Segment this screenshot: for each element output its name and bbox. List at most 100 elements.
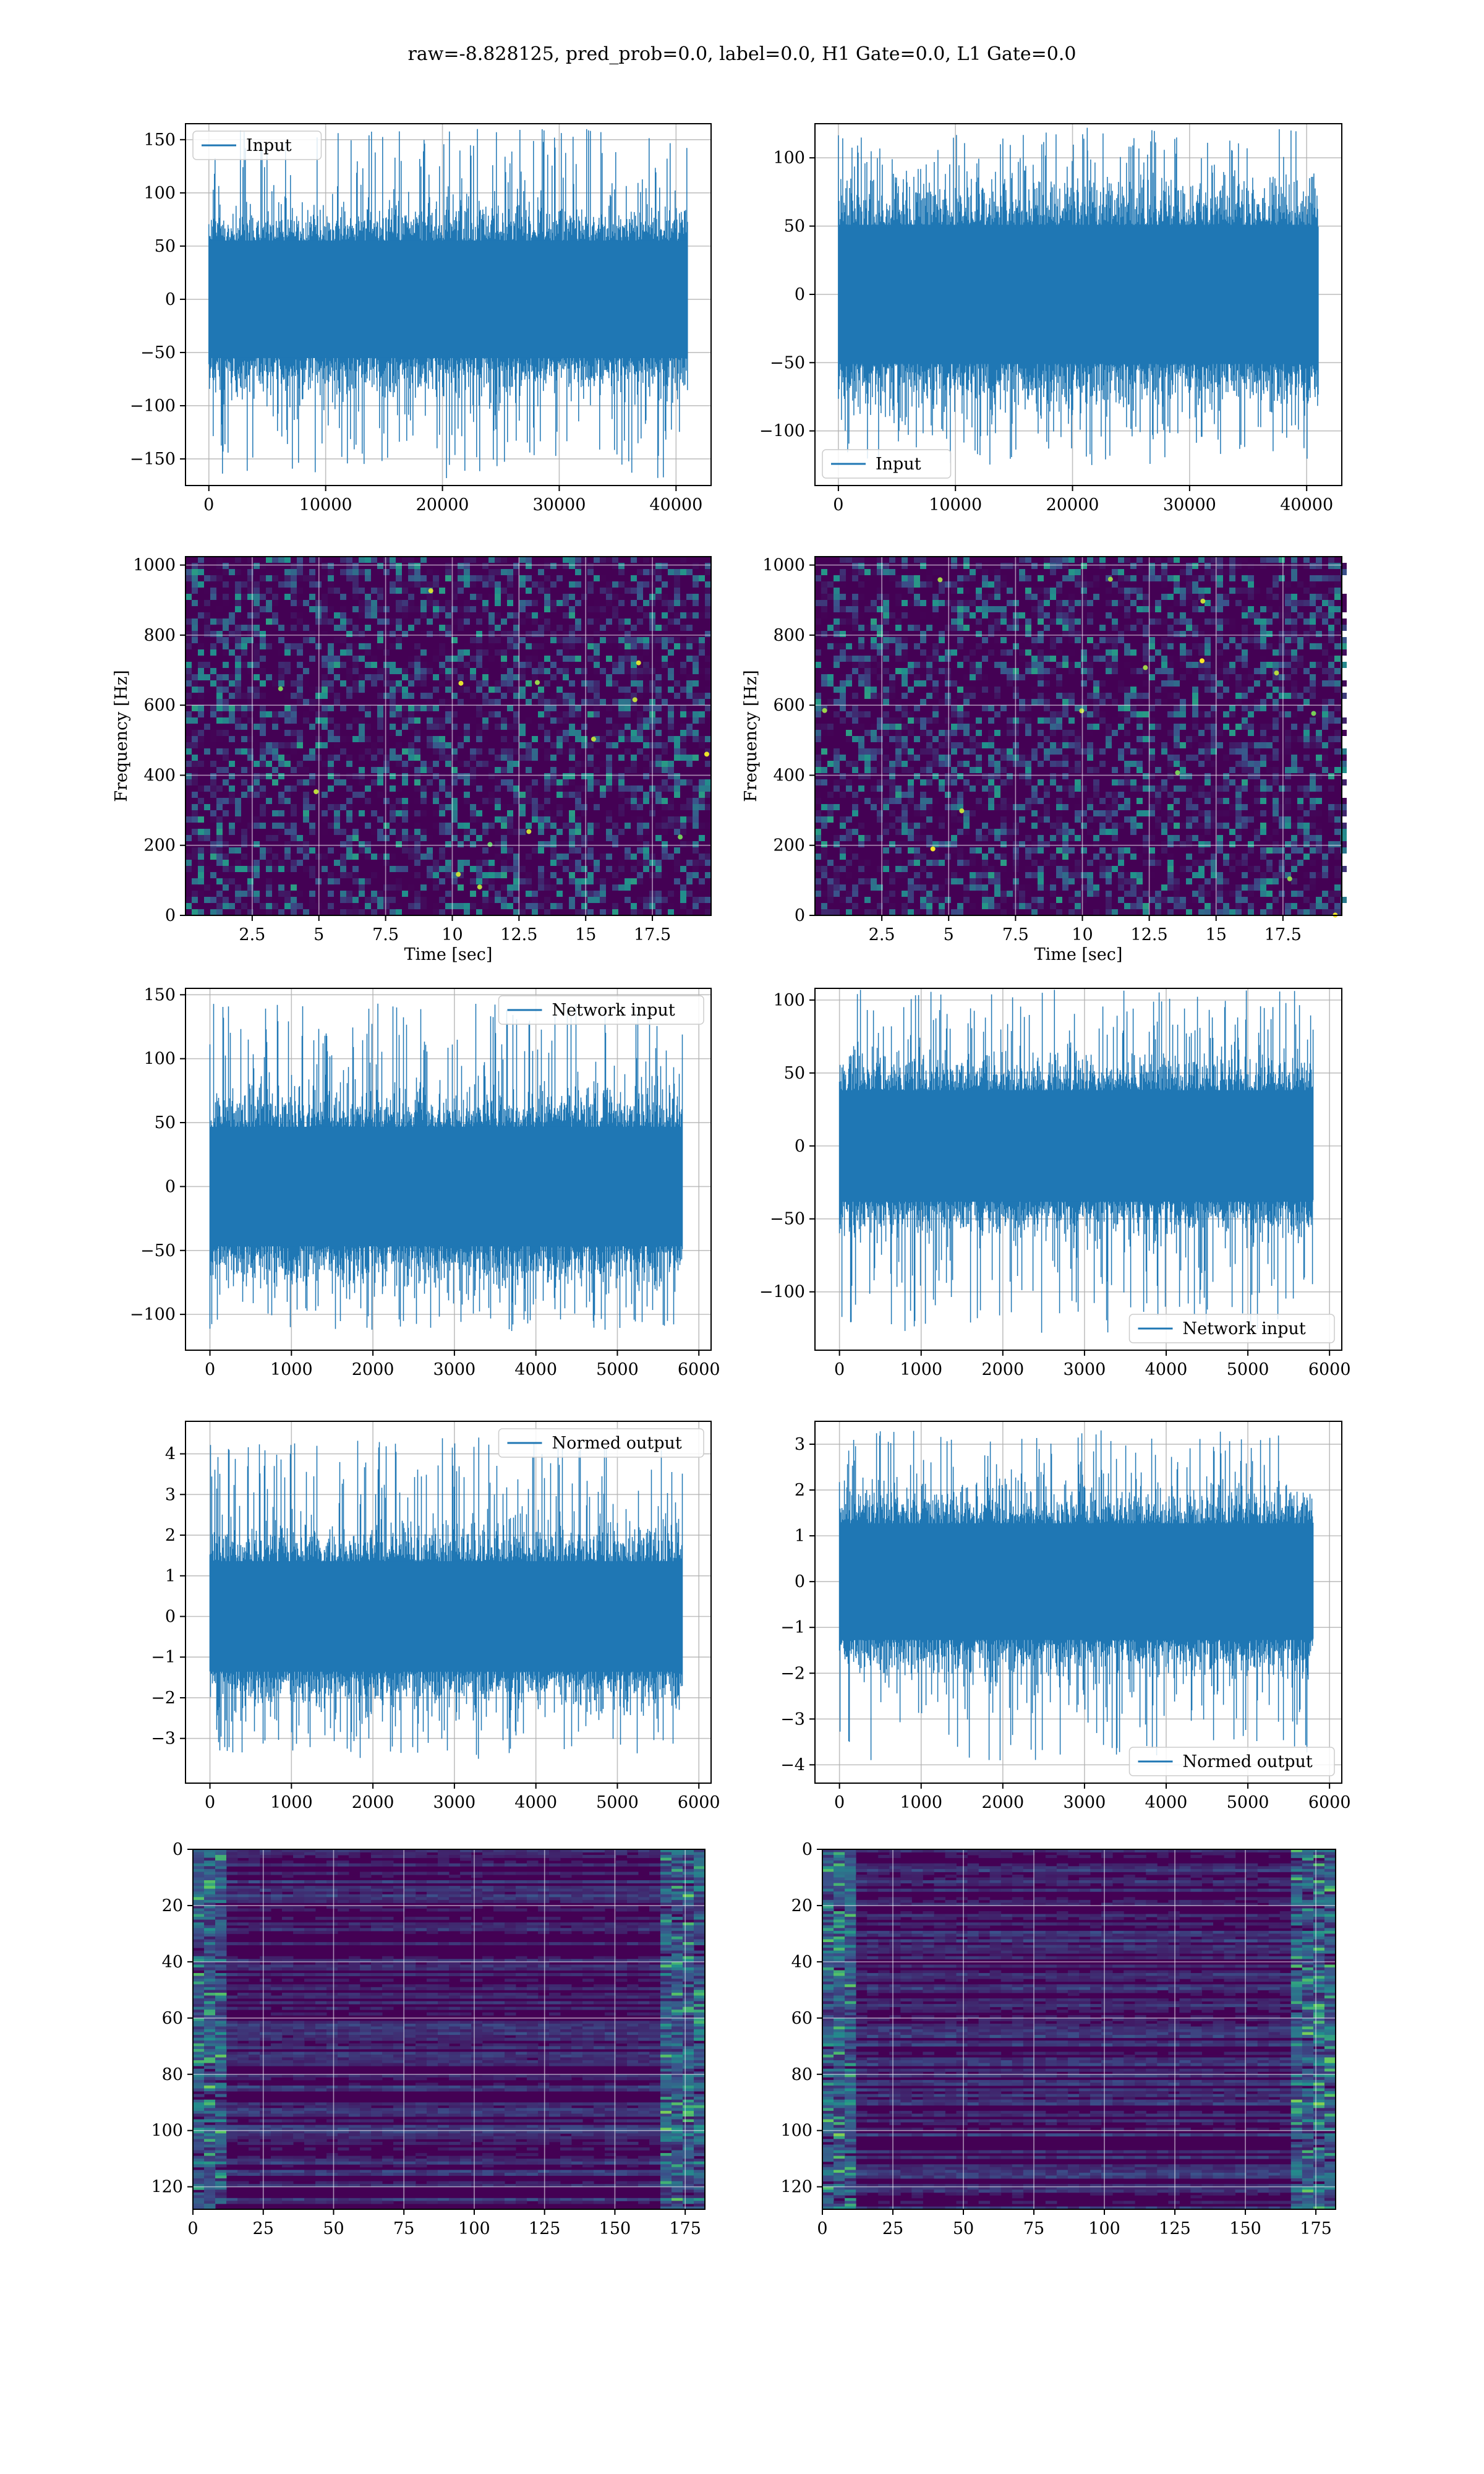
heatmap-cell bbox=[625, 693, 631, 699]
heatmap-cell bbox=[705, 649, 711, 656]
heatmap-cell bbox=[1174, 575, 1180, 581]
heatmap-cell bbox=[247, 878, 254, 884]
heatmap-cell bbox=[612, 779, 618, 785]
heatmap-cell bbox=[563, 903, 569, 909]
heatmap-cell bbox=[464, 903, 470, 909]
heatmap-cell bbox=[631, 798, 637, 804]
heatmap-cell bbox=[569, 612, 575, 618]
heatmap-cell bbox=[266, 891, 272, 897]
heatmap-cell bbox=[821, 823, 827, 829]
heatmap-cell bbox=[834, 674, 840, 680]
heatmap-cell bbox=[871, 724, 877, 730]
heatmap-cell bbox=[488, 854, 495, 860]
x-tick-label: 40000 bbox=[649, 495, 702, 515]
heatmap-cell bbox=[581, 699, 587, 705]
heatmap-cell bbox=[1192, 810, 1198, 816]
heatmap-cell bbox=[192, 742, 198, 748]
heatmap-cell bbox=[1050, 804, 1056, 810]
heatmap-cell bbox=[414, 829, 420, 835]
heatmap-cell bbox=[1316, 730, 1322, 736]
heatmap-cell bbox=[186, 693, 192, 699]
heatmap-cell bbox=[970, 569, 976, 575]
heatmap-cell bbox=[563, 643, 569, 649]
heatmap-cell bbox=[383, 878, 390, 884]
heatmap-cell bbox=[556, 711, 563, 717]
heatmap-cell bbox=[1075, 662, 1081, 668]
heatmap-cell bbox=[1050, 662, 1056, 668]
heatmap-cell bbox=[569, 847, 575, 854]
heatmap-cell bbox=[1093, 717, 1099, 724]
heatmap-cell bbox=[939, 637, 945, 643]
heatmap-cell bbox=[192, 779, 198, 785]
heatmap-cell bbox=[260, 668, 266, 674]
heatmap-cell bbox=[1044, 804, 1050, 810]
heatmap-cell bbox=[1235, 680, 1242, 687]
heatmap-cell bbox=[871, 687, 877, 693]
heatmap-cell bbox=[550, 742, 556, 748]
heatmap-cell bbox=[439, 773, 445, 779]
heatmap-cell bbox=[821, 600, 827, 606]
heatmap-cell bbox=[532, 649, 538, 656]
heatmap-cell bbox=[241, 779, 247, 785]
heatmap-cell bbox=[1056, 711, 1062, 717]
heatmap-cell bbox=[359, 705, 365, 711]
heatmap-cell bbox=[1161, 810, 1167, 816]
heatmap-cell bbox=[254, 724, 260, 730]
heatmap-cell bbox=[550, 680, 556, 687]
heatmap-cell bbox=[1334, 680, 1341, 687]
heatmap-cell bbox=[204, 897, 210, 903]
heatmap-cell bbox=[631, 705, 637, 711]
heatmap-cell bbox=[926, 779, 932, 785]
heatmap-cell bbox=[1161, 637, 1167, 643]
heatmap-cell bbox=[902, 711, 908, 717]
heatmap-cell bbox=[1297, 829, 1303, 835]
heatmap-cell bbox=[889, 767, 895, 773]
heatmap-cell bbox=[254, 581, 260, 588]
heatmap-cell bbox=[309, 594, 315, 600]
heatmap-cell bbox=[902, 656, 908, 662]
heatmap-cell bbox=[1192, 755, 1198, 761]
heatmap-cell bbox=[340, 897, 346, 903]
heatmap-cell bbox=[1322, 618, 1328, 625]
heatmap-cell bbox=[1050, 748, 1056, 755]
heatmap-cell bbox=[643, 612, 649, 618]
heatmap-cell bbox=[309, 903, 315, 909]
heatmap-cell bbox=[488, 643, 495, 649]
heatmap-cell bbox=[1223, 662, 1229, 668]
heatmap-cell bbox=[439, 705, 445, 711]
heatmap-cell bbox=[390, 699, 396, 705]
heatmap-cell bbox=[1316, 755, 1322, 761]
heatmap-cell bbox=[834, 748, 840, 755]
heatmap-cell bbox=[569, 594, 575, 600]
heatmap-cell bbox=[544, 779, 550, 785]
heatmap-cell bbox=[1316, 563, 1322, 569]
heatmap-cell bbox=[662, 854, 668, 860]
heatmap-cell bbox=[902, 612, 908, 618]
heatmap-cell bbox=[538, 829, 544, 835]
heatmap-cell bbox=[519, 884, 526, 891]
heatmap-cell bbox=[439, 742, 445, 748]
heatmap-cell bbox=[693, 847, 699, 854]
heatmap-cell bbox=[1334, 748, 1341, 755]
heatmap-cell bbox=[507, 748, 513, 755]
heatmap-cell bbox=[1056, 563, 1062, 569]
heatmap-cell bbox=[846, 575, 852, 581]
heatmap-cell bbox=[1242, 662, 1248, 668]
heatmap-cell bbox=[1291, 724, 1297, 730]
heatmap-cell bbox=[272, 575, 278, 581]
heatmap-cell bbox=[939, 736, 945, 742]
heatmap-cell bbox=[210, 742, 216, 748]
heatmap-cell bbox=[322, 724, 328, 730]
heatmap-cell bbox=[538, 847, 544, 854]
heatmap-cell bbox=[1130, 687, 1136, 693]
heatmap-cell bbox=[204, 884, 210, 891]
heatmap-cell bbox=[957, 742, 963, 748]
heatmap-cell bbox=[340, 612, 346, 618]
heatmap-cell bbox=[680, 816, 686, 823]
heatmap-cell bbox=[1303, 810, 1310, 816]
heatmap-cell bbox=[1044, 792, 1050, 798]
heatmap-cell bbox=[926, 662, 932, 668]
heatmap-cell bbox=[414, 748, 420, 755]
heatmap-cell bbox=[359, 588, 365, 594]
heatmap-cell bbox=[544, 792, 550, 798]
